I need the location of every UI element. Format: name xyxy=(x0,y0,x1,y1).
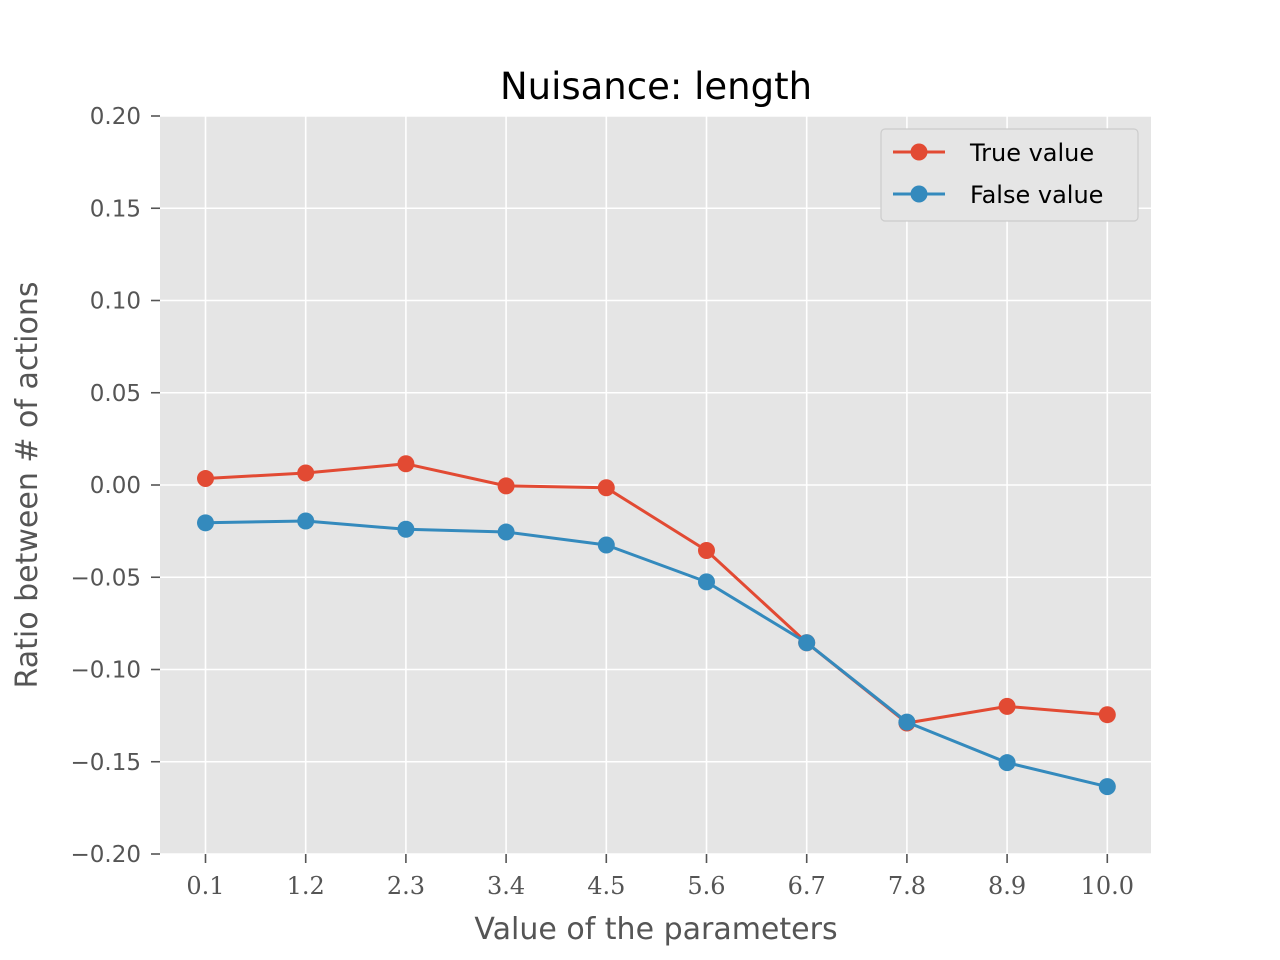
x-tick-label: 8.9 xyxy=(988,872,1026,900)
data-point-true-value xyxy=(998,697,1016,715)
y-tick-label: 0.10 xyxy=(90,289,141,315)
x-tick-label: 1.2 xyxy=(287,872,325,900)
x-tick-label: 7.8 xyxy=(888,872,926,900)
legend-label-false-value: False value xyxy=(970,181,1103,209)
data-point-false-value xyxy=(1098,778,1116,796)
y-tick-label: −0.15 xyxy=(71,750,141,776)
legend-box xyxy=(880,128,1139,222)
x-tick-label: 2.3 xyxy=(387,872,425,900)
y-axis-ticks: 0.20 0.15 0.10 0.05 0.00 −0.05 −0.10 −0.15 −0.20 xyxy=(71,104,160,868)
data-point-false-value xyxy=(497,523,515,541)
data-point-true-value xyxy=(297,464,315,482)
legend: True value False value xyxy=(880,128,1139,222)
y-tick-label: −0.10 xyxy=(71,658,141,684)
y-tick-label: 0.00 xyxy=(90,473,141,499)
legend-label-true-value: True value xyxy=(969,139,1094,167)
y-tick-label: −0.20 xyxy=(71,842,141,868)
data-point-false-value xyxy=(798,634,816,652)
data-point-false-value xyxy=(998,754,1016,772)
y-tick-label: −0.05 xyxy=(71,565,141,591)
x-tick-label: 6.7 xyxy=(788,872,826,900)
x-tick-label: 0.1 xyxy=(186,872,224,900)
legend-marker-true-value xyxy=(910,143,928,161)
x-axis-ticks: 0.1 1.2 2.3 3.4 4.5 5.6 6.7 7.8 8.9 10.0 xyxy=(186,854,1134,900)
legend-marker-false-value xyxy=(910,185,928,203)
y-tick-label: 0.15 xyxy=(90,196,141,222)
y-axis-label: Ratio between # of actions xyxy=(10,282,45,689)
series-line-true-value xyxy=(205,462,1108,725)
data-point-false-value xyxy=(698,573,715,591)
data-point-true-value xyxy=(197,470,214,488)
y-tick-label: 0.05 xyxy=(90,381,141,407)
series-line-false-value xyxy=(205,519,1108,789)
x-tick-label: 5.6 xyxy=(687,872,725,900)
data-point-true-value xyxy=(397,455,415,473)
data-point-true-value xyxy=(1098,706,1116,724)
x-axis-label: Value of the parameters xyxy=(474,912,837,947)
series-layer xyxy=(197,455,1116,796)
data-point-false-value xyxy=(397,520,415,538)
data-point-true-value xyxy=(497,477,515,495)
data-point-false-value xyxy=(297,512,315,530)
y-tick-label: 0.20 xyxy=(90,104,141,130)
x-tick-label: 10.0 xyxy=(1081,872,1134,900)
x-tick-label: 3.4 xyxy=(487,872,525,900)
data-point-false-value xyxy=(597,536,615,554)
data-point-false-value xyxy=(197,514,214,532)
data-point-true-value xyxy=(597,479,615,497)
data-point-true-value xyxy=(698,541,715,559)
x-tick-label: 4.5 xyxy=(587,872,625,900)
chart-title: Nuisance: length xyxy=(500,65,812,108)
data-point-false-value xyxy=(898,713,916,731)
